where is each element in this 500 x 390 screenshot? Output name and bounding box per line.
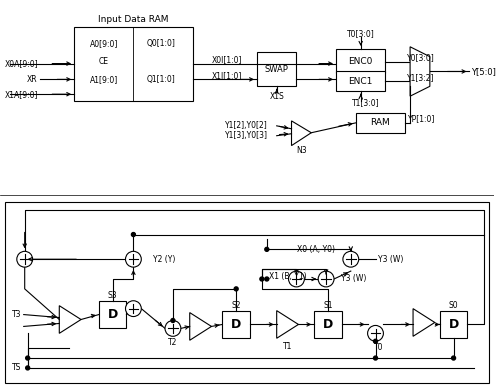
Polygon shape [292, 121, 312, 145]
Circle shape [26, 356, 30, 360]
Circle shape [265, 277, 269, 281]
Circle shape [260, 277, 264, 281]
Polygon shape [276, 310, 298, 338]
Text: T1[3:0]: T1[3:0] [352, 99, 380, 108]
Polygon shape [190, 313, 212, 340]
Text: RAM: RAM [370, 118, 390, 128]
Circle shape [265, 247, 269, 251]
Bar [222, 310, 250, 338]
Text: S1: S1 [324, 301, 333, 310]
Circle shape [17, 251, 32, 267]
Text: Y3 (W): Y3 (W) [378, 255, 404, 264]
Circle shape [374, 339, 378, 343]
Text: Y2 (Y): Y2 (Y) [153, 255, 176, 264]
Text: S0: S0 [449, 301, 458, 310]
Text: A1[9:0]: A1[9:0] [90, 75, 118, 84]
Text: XR: XR [27, 75, 38, 84]
Bar [356, 113, 405, 133]
Text: ENC1: ENC1 [348, 77, 373, 86]
Circle shape [126, 251, 142, 267]
Text: A0[9:0]: A0[9:0] [90, 39, 118, 48]
Circle shape [374, 356, 378, 360]
Text: Y1[3],Y0[3]: Y1[3],Y0[3] [226, 131, 268, 140]
Text: YP[1:0]: YP[1:0] [408, 114, 436, 123]
Bar [74, 27, 192, 101]
Bar [336, 49, 386, 73]
Text: Q1[1:0]: Q1[1:0] [146, 75, 176, 84]
Text: T3: T3 [12, 310, 22, 319]
Text: D: D [323, 318, 333, 331]
Text: X1S: X1S [270, 92, 284, 101]
Circle shape [288, 271, 304, 287]
Text: Q0[1:0]: Q0[1:0] [146, 39, 176, 48]
Text: Y3 (W): Y3 (W) [341, 275, 366, 284]
Text: D: D [108, 308, 118, 321]
Text: Y1[2],Y0[2]: Y1[2],Y0[2] [226, 121, 268, 130]
Text: X0A[9:0]: X0A[9:0] [5, 59, 38, 68]
Text: T0: T0 [374, 343, 383, 352]
Text: T2: T2 [168, 338, 177, 347]
Bar [314, 310, 342, 338]
Circle shape [368, 325, 384, 341]
Text: X1A[9:0]: X1A[9:0] [5, 90, 38, 99]
Text: N3: N3 [296, 146, 306, 155]
Polygon shape [60, 306, 81, 333]
Text: CE: CE [99, 57, 109, 66]
Bar [257, 52, 296, 86]
Text: S3: S3 [108, 291, 118, 300]
Text: Input Data RAM: Input Data RAM [98, 14, 168, 24]
Text: T1: T1 [283, 342, 292, 351]
Text: D: D [231, 318, 241, 331]
Circle shape [171, 319, 175, 323]
Circle shape [452, 356, 456, 360]
Text: S2: S2 [232, 301, 241, 310]
Bar [440, 310, 468, 338]
Circle shape [132, 232, 136, 236]
Bar [336, 71, 386, 91]
Circle shape [234, 287, 238, 291]
Text: X0I[1:0]: X0I[1:0] [212, 55, 242, 64]
Text: TS: TS [12, 363, 21, 372]
Text: ENC0: ENC0 [348, 57, 373, 66]
Text: Y1[3:2]: Y1[3:2] [407, 73, 434, 82]
Circle shape [343, 251, 358, 267]
Text: T0[3:0]: T0[3:0] [347, 29, 374, 39]
Bar [5, 202, 489, 383]
Text: Y0[3:0]: Y0[3:0] [407, 53, 435, 62]
Circle shape [26, 366, 30, 370]
Polygon shape [410, 47, 430, 96]
Text: Y[5:0]: Y[5:0] [472, 67, 496, 76]
Text: X1 (B, Y1): X1 (B, Y1) [269, 271, 306, 280]
Circle shape [126, 301, 142, 317]
Text: X0 (A, Y0): X0 (A, Y0) [297, 245, 335, 254]
Bar [99, 301, 126, 328]
Text: X1I[1:0]: X1I[1:0] [212, 71, 242, 80]
Text: SWAP: SWAP [265, 64, 288, 73]
Text: D: D [448, 318, 458, 331]
Polygon shape [413, 308, 435, 336]
Circle shape [165, 321, 181, 336]
Circle shape [318, 271, 334, 287]
